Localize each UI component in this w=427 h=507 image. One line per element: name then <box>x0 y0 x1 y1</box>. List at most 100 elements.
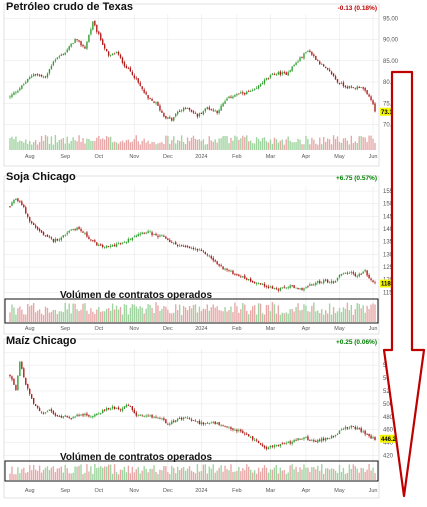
volume-bar <box>42 314 45 322</box>
candle-body <box>196 113 199 117</box>
volume-bar <box>143 138 145 150</box>
volume-bar <box>155 302 157 322</box>
candle-body <box>263 283 266 287</box>
y-tick-label: 1350 <box>383 240 397 246</box>
volume-bar <box>105 308 108 322</box>
volume-bar <box>105 135 108 150</box>
candle-body <box>15 199 17 201</box>
volume-bar <box>175 143 177 150</box>
candle-body <box>240 92 242 94</box>
candle-body <box>111 53 114 56</box>
candle-body <box>332 73 335 76</box>
volume-bar <box>255 473 258 480</box>
candle-body <box>117 243 120 245</box>
candle-body <box>287 72 289 76</box>
volume-bar <box>135 135 137 150</box>
volume-bar <box>338 464 341 480</box>
candle-body <box>15 385 17 390</box>
volume-bar <box>82 138 84 150</box>
volume-bar <box>253 305 256 322</box>
candle-body <box>109 245 112 247</box>
volume-bar <box>88 138 90 150</box>
volume-bar <box>313 139 315 150</box>
candle-body <box>25 377 27 385</box>
candle-body <box>222 266 224 270</box>
volume-bar <box>242 468 244 480</box>
volume-bar <box>171 313 173 322</box>
volume-bar <box>123 142 126 150</box>
volume-bar <box>326 468 329 480</box>
candle-body <box>153 101 155 103</box>
x-tick-label: Aug <box>25 488 35 494</box>
volume-bar <box>161 470 163 480</box>
candle-body <box>102 39 104 45</box>
y-tick-label: 440 <box>383 441 394 447</box>
volume-bar <box>147 472 149 480</box>
volume-bar <box>283 313 285 322</box>
volume-bar <box>344 474 347 480</box>
candle-body <box>177 418 179 421</box>
candle-body <box>139 82 141 86</box>
candle-body <box>137 415 139 417</box>
candle-body <box>285 287 287 289</box>
volume-bar <box>115 142 118 150</box>
x-tick-label: Nov <box>129 488 139 494</box>
volume-bar <box>226 311 228 322</box>
volume-bar <box>149 143 151 150</box>
volume-bar <box>317 465 319 480</box>
volume-bar <box>147 304 149 322</box>
price-change: +6.75 (0.57%) <box>336 175 377 182</box>
volume-bar <box>311 305 313 322</box>
volume-bar <box>220 465 222 480</box>
volume-bar <box>301 144 303 150</box>
volume-bar <box>257 303 260 322</box>
candle-body <box>143 415 145 417</box>
candle-body <box>32 74 35 77</box>
volume-bar <box>25 472 27 480</box>
volume-bar <box>88 313 90 322</box>
candle-body <box>88 415 90 417</box>
volume-bar <box>104 139 106 150</box>
volume-bar <box>295 466 297 480</box>
candle-body <box>68 46 70 50</box>
candle-body <box>269 445 272 448</box>
candle-body <box>287 441 289 443</box>
volume-bar <box>240 471 242 480</box>
candle-body <box>326 279 329 283</box>
candle-body <box>92 21 94 30</box>
volume-bar <box>180 314 183 322</box>
volume-bar <box>84 303 86 322</box>
candle-body <box>297 438 299 441</box>
volume-bar <box>127 139 130 150</box>
candle-body <box>315 282 317 286</box>
candle-body <box>9 206 11 207</box>
chart-title: Soja Chicago <box>6 171 76 183</box>
volume-bar <box>305 467 307 480</box>
volume-bar <box>90 466 92 480</box>
candle-body <box>72 229 74 231</box>
candle-body <box>131 237 134 241</box>
volume-bar <box>281 312 283 322</box>
y-tick-label: 1450 <box>383 214 397 220</box>
candle-body <box>104 247 106 249</box>
candle-body <box>184 417 187 419</box>
volume-bar <box>277 305 280 322</box>
candle-body <box>275 445 278 446</box>
volume-bar <box>29 306 31 322</box>
candle-body <box>216 110 218 114</box>
volume-bar <box>74 466 76 480</box>
candle-body <box>240 429 242 432</box>
volume-bar <box>291 308 293 322</box>
candle-body <box>368 94 370 97</box>
candle-body <box>167 117 169 119</box>
price-change: +0.25 (0.06%) <box>336 339 377 346</box>
candle-body <box>178 417 181 419</box>
volume-bar <box>192 304 195 322</box>
x-tick-label: Oct <box>95 154 104 160</box>
volume-bar <box>259 303 262 322</box>
volume-bar <box>234 135 236 150</box>
volume-bar <box>186 310 189 322</box>
candle-body <box>230 96 232 98</box>
candle-body <box>169 423 171 425</box>
volume-bar <box>248 141 250 150</box>
